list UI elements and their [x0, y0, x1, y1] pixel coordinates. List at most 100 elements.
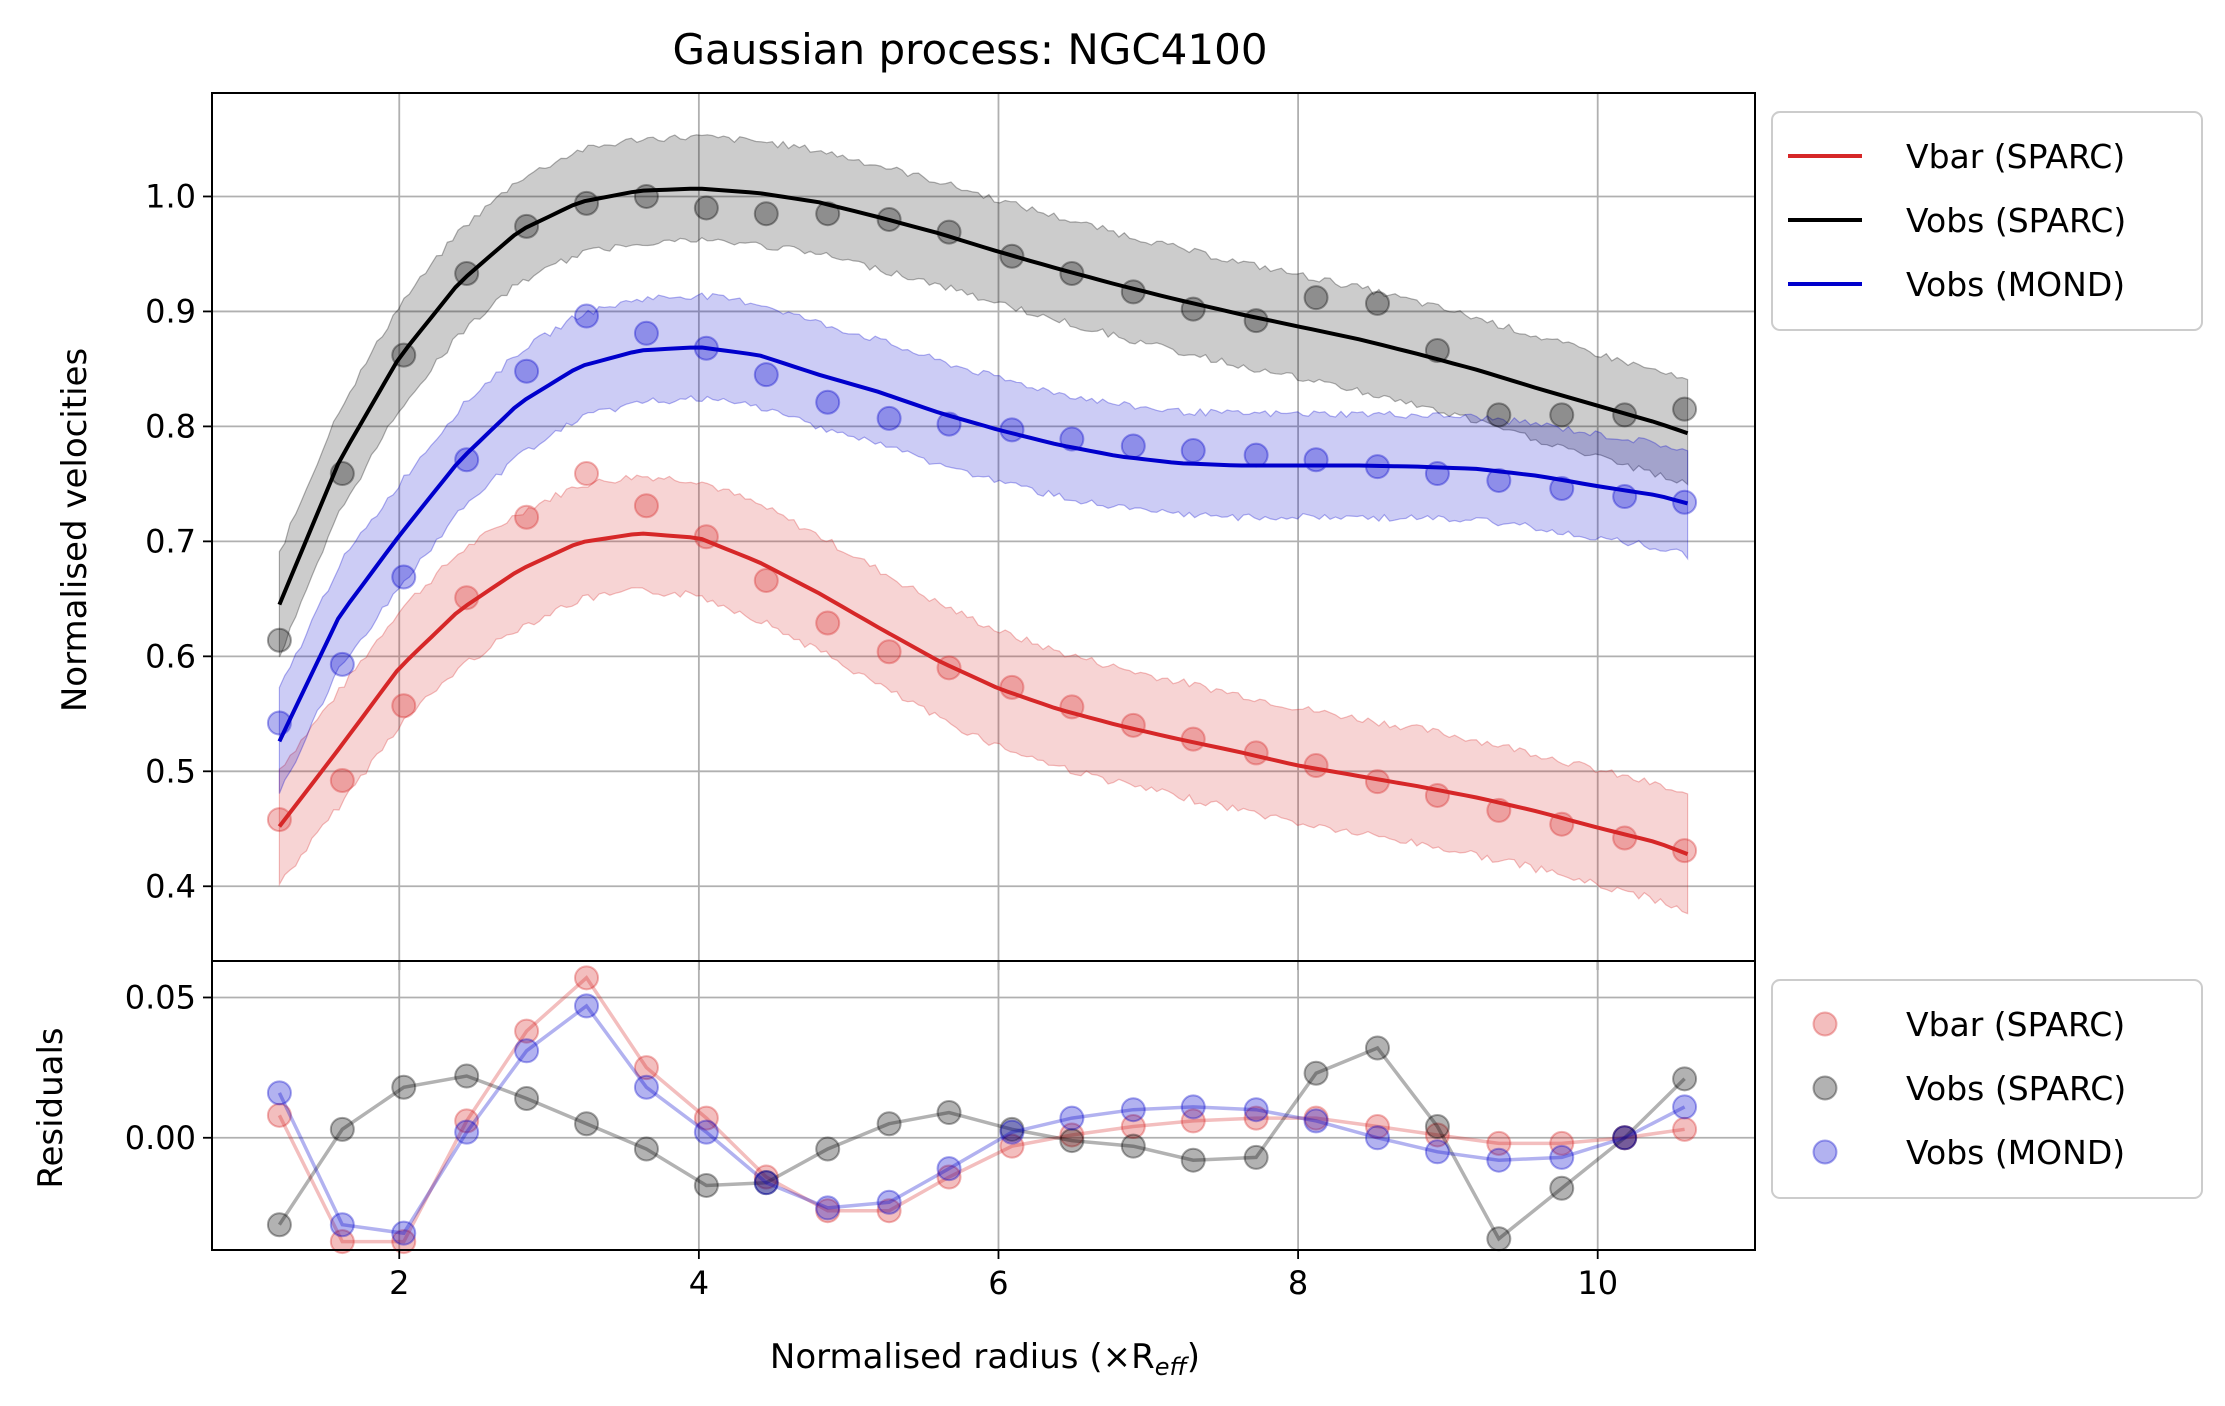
data-point	[1364, 454, 1390, 480]
data-point	[1243, 442, 1269, 468]
data-point	[753, 201, 779, 227]
data-point	[1486, 467, 1512, 493]
residual-point	[1364, 1114, 1390, 1140]
data-point	[633, 183, 659, 209]
y-tick-label: 0.4	[145, 867, 196, 905]
legend-velocities: Vbar (SPARC) Vobs (SPARC) Vobs (MOND)	[1771, 111, 2203, 331]
data-point	[329, 651, 355, 677]
data-point	[1424, 338, 1450, 364]
residual-point	[1424, 1139, 1450, 1165]
data-point	[329, 768, 355, 794]
legend-entry-label: Vobs (MOND)	[1906, 1133, 2125, 1172]
confidence-band	[278, 292, 1689, 794]
data-point	[1059, 260, 1085, 286]
y-tick-label: 0.5	[145, 752, 196, 790]
residual-point	[999, 1133, 1025, 1159]
legend-entry-label: Vobs (SPARC)	[1906, 1069, 2126, 1108]
residual-point	[1180, 1147, 1206, 1173]
confidence-band	[278, 134, 1689, 658]
data-point	[1120, 433, 1146, 459]
residual-point	[1243, 1105, 1269, 1131]
residual-point	[936, 1164, 962, 1190]
x-tick-label: 10	[1577, 1264, 1618, 1302]
y-tick-label: 0.7	[145, 522, 196, 560]
data-point	[1549, 811, 1575, 837]
residual-point	[454, 1063, 480, 1089]
data-point	[1672, 396, 1698, 422]
y-tick-label: 0.05	[125, 978, 196, 1016]
data-point	[1424, 461, 1450, 487]
data-point	[693, 524, 719, 550]
series-line	[277, 345, 1689, 743]
data-point	[574, 303, 600, 329]
residual-point	[633, 1136, 659, 1162]
legend-entry-label: Vobs (MOND)	[1906, 265, 2125, 304]
data-point	[999, 243, 1025, 269]
data-point	[1364, 769, 1390, 795]
residual-point	[329, 1229, 355, 1255]
data-point	[1120, 712, 1146, 738]
residual-point	[329, 1116, 355, 1142]
residual-line	[277, 1003, 1686, 1236]
residual-point	[876, 1198, 902, 1224]
data-point	[514, 504, 540, 530]
series-line	[277, 186, 1689, 606]
x-tick-label: 6	[988, 1264, 1008, 1302]
legend-marker-swatch	[1812, 1139, 1838, 1165]
residual-point	[1424, 1122, 1450, 1148]
data-point	[1303, 285, 1329, 311]
legend-entry-label: Vbar (SPARC)	[1906, 137, 2125, 176]
data-point	[574, 461, 600, 487]
residual-point	[633, 1055, 659, 1081]
data-point	[1180, 438, 1206, 464]
x-tick-label: 4	[689, 1264, 709, 1302]
data-point	[936, 411, 962, 437]
data-point	[1180, 726, 1206, 752]
residual-point	[391, 1220, 417, 1246]
residual-point	[633, 1074, 659, 1100]
data-point	[633, 493, 659, 519]
confidence-band	[278, 474, 1689, 915]
residual-point	[1059, 1105, 1085, 1131]
residual-point	[753, 1164, 779, 1190]
data-point	[1059, 426, 1085, 452]
series-line	[277, 531, 1689, 856]
residual-point	[1424, 1114, 1450, 1140]
residual-point	[1672, 1116, 1698, 1142]
residual-point	[1364, 1035, 1390, 1061]
residual-point	[1243, 1144, 1269, 1170]
residual-point	[574, 965, 600, 991]
data-point	[391, 564, 417, 590]
residual-line	[277, 975, 1685, 1244]
residual-point	[1672, 1066, 1698, 1092]
data-point	[329, 461, 355, 487]
residual-point	[574, 993, 600, 1019]
residual-point	[454, 1108, 480, 1134]
residual-point	[1364, 1125, 1390, 1151]
residual-point	[514, 1018, 540, 1044]
data-point	[454, 260, 480, 286]
data-point	[876, 405, 902, 431]
grid-lines	[212, 93, 1755, 961]
data-point	[1059, 694, 1085, 720]
data-point	[1364, 290, 1390, 316]
residual-point	[266, 1080, 292, 1106]
residual-point	[1612, 1125, 1638, 1151]
residual-point	[936, 1100, 962, 1126]
y-tick-label: 0.6	[145, 637, 196, 675]
y-tick-label: 1.0	[145, 177, 196, 215]
residual-point	[1180, 1108, 1206, 1134]
residual-line	[277, 1045, 1686, 1242]
legend-marker-swatch	[1812, 1075, 1838, 1101]
plot-frame	[211, 960, 1756, 1251]
data-point	[1486, 402, 1512, 428]
x-axis-label-subscript: eff	[1155, 1353, 1190, 1381]
chart-title: Gaussian process: NGC4100	[672, 25, 1267, 74]
data-point	[1612, 402, 1638, 428]
data-point	[876, 639, 902, 665]
data-point	[1672, 489, 1698, 515]
y-tick-label: 0.00	[125, 1119, 196, 1157]
residual-point	[693, 1105, 719, 1131]
legend-entry-label: Vbar (SPARC)	[1906, 1005, 2125, 1044]
